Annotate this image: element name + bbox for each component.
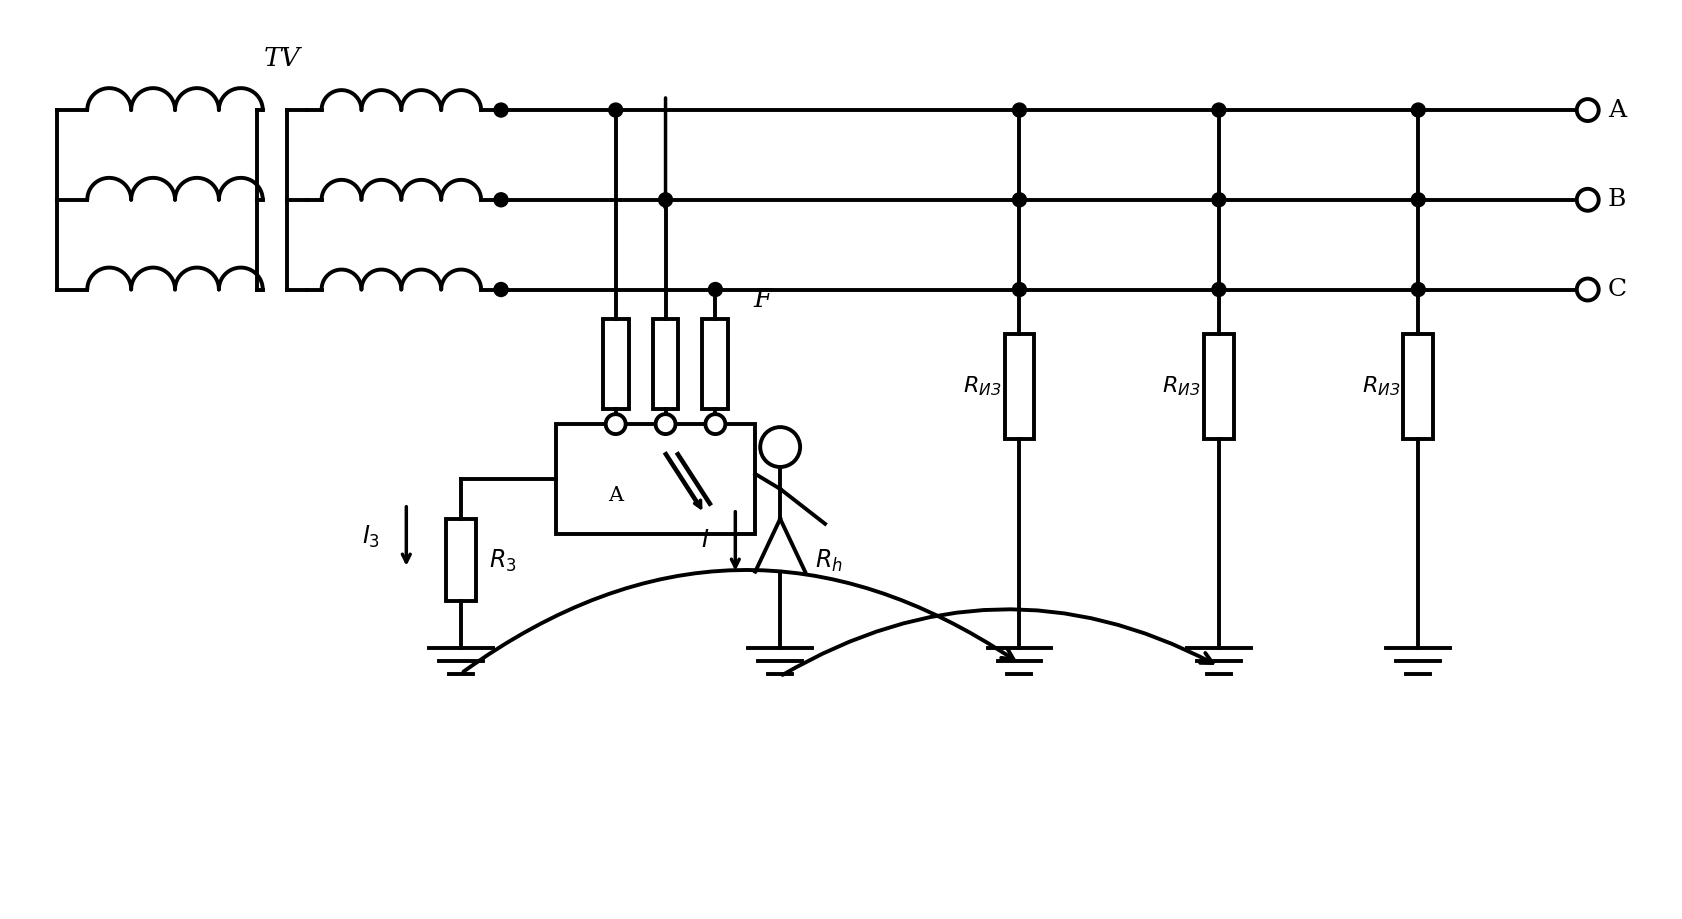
Circle shape xyxy=(1013,103,1026,117)
Text: $R_{ИЗ}$: $R_{ИЗ}$ xyxy=(962,374,1001,398)
Circle shape xyxy=(1013,193,1026,207)
Circle shape xyxy=(1411,282,1425,297)
Text: $R_3$: $R_3$ xyxy=(489,548,516,573)
Circle shape xyxy=(1576,99,1598,121)
Circle shape xyxy=(1211,103,1226,117)
Circle shape xyxy=(708,282,722,297)
Text: $R_{ИЗ}$: $R_{ИЗ}$ xyxy=(1362,374,1401,398)
Bar xyxy=(703,320,728,409)
Bar xyxy=(1004,335,1034,439)
Circle shape xyxy=(1411,193,1425,207)
Text: C: C xyxy=(1608,278,1626,301)
Circle shape xyxy=(606,414,626,434)
Circle shape xyxy=(705,414,725,434)
Text: A: A xyxy=(609,486,624,505)
Bar xyxy=(446,519,476,601)
Circle shape xyxy=(1576,278,1598,301)
Bar xyxy=(653,320,678,409)
Text: $R_h$: $R_h$ xyxy=(816,548,843,573)
Bar xyxy=(602,320,629,409)
Text: A: A xyxy=(1608,98,1626,121)
Bar xyxy=(555,424,755,534)
Circle shape xyxy=(609,103,622,117)
Circle shape xyxy=(495,193,508,207)
Circle shape xyxy=(659,193,673,207)
Circle shape xyxy=(1211,193,1226,207)
Circle shape xyxy=(495,103,508,117)
Text: $I$: $I$ xyxy=(701,529,710,552)
Text: F: F xyxy=(754,287,772,312)
Circle shape xyxy=(656,414,676,434)
Text: TV: TV xyxy=(264,46,299,71)
Circle shape xyxy=(1411,103,1425,117)
Bar xyxy=(1204,335,1235,439)
Text: $R_{ИЗ}$: $R_{ИЗ}$ xyxy=(1162,374,1201,398)
Text: $I_3$: $I_3$ xyxy=(362,524,380,550)
Text: B: B xyxy=(1608,188,1626,211)
FancyArrowPatch shape xyxy=(464,570,1014,672)
Circle shape xyxy=(1211,282,1226,297)
Circle shape xyxy=(1013,282,1026,297)
Circle shape xyxy=(1576,188,1598,210)
FancyArrowPatch shape xyxy=(782,609,1213,675)
Bar xyxy=(1403,335,1433,439)
Circle shape xyxy=(495,282,508,297)
